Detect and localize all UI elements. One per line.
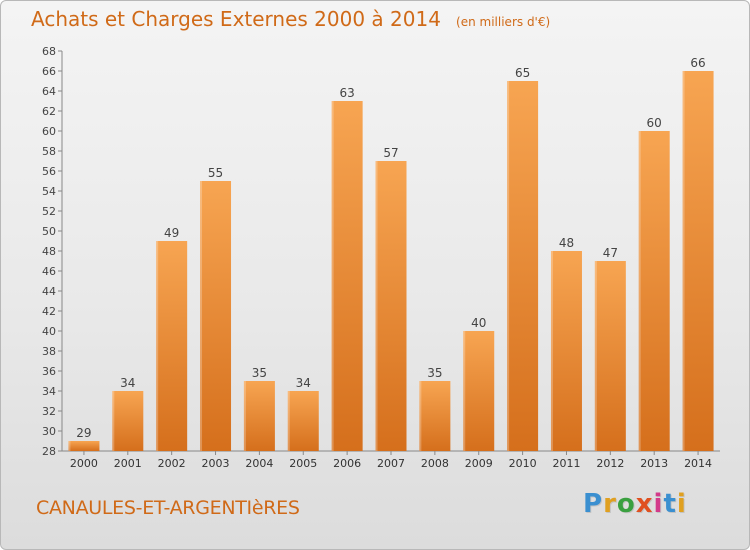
logo-letter: o <box>616 489 636 519</box>
x-tick-label: 2001 <box>114 457 142 470</box>
bar-value-label: 48 <box>559 236 574 250</box>
chart-unit: (en milliers d'€) <box>456 15 551 29</box>
y-tick-label: 32 <box>42 405 56 418</box>
bar <box>550 251 582 451</box>
bar-highlight <box>331 101 334 451</box>
y-tick-label: 40 <box>42 325 56 338</box>
bar-highlight <box>419 381 422 451</box>
bar-value-label: 55 <box>208 166 223 180</box>
bar-value-label: 34 <box>120 376 135 390</box>
bar-highlight <box>68 441 71 451</box>
bar-highlight <box>550 251 553 451</box>
y-tick-label: 68 <box>42 45 56 58</box>
bar-highlight <box>375 161 378 451</box>
x-tick-label: 2013 <box>640 457 668 470</box>
y-tick-label: 54 <box>42 185 56 198</box>
bar <box>68 441 100 451</box>
bar-value-label: 35 <box>427 366 442 380</box>
logo-letter: i <box>676 489 687 519</box>
bar-value-label: 66 <box>690 56 705 70</box>
logo-letter: x <box>635 489 654 519</box>
bar-highlight <box>463 331 466 451</box>
bar-value-label: 47 <box>603 246 618 260</box>
bar-highlight <box>638 131 641 451</box>
y-tick-label: 60 <box>42 125 56 138</box>
y-tick-label: 62 <box>42 105 56 118</box>
bar-highlight <box>112 391 115 451</box>
bar-highlight <box>507 81 510 451</box>
x-tick-label: 2014 <box>684 457 712 470</box>
y-tick-label: 50 <box>42 225 56 238</box>
bar-highlight <box>200 181 203 451</box>
bar-value-label: 63 <box>339 86 354 100</box>
bar-highlight <box>287 391 290 451</box>
x-tick-label: 2004 <box>245 457 273 470</box>
y-tick-label: 48 <box>42 245 56 258</box>
bar-highlight <box>156 241 159 451</box>
bar-highlight <box>594 261 597 451</box>
logo-letter: t <box>663 489 677 519</box>
bar <box>419 381 451 451</box>
y-tick-label: 44 <box>42 285 56 298</box>
x-tick-label: 2002 <box>158 457 186 470</box>
bar-value-label: 60 <box>647 116 662 130</box>
bar-value-label: 40 <box>471 316 486 330</box>
y-tick-label: 46 <box>42 265 56 278</box>
bar <box>287 391 319 451</box>
logo-letter: r <box>603 489 617 519</box>
bar-value-label: 34 <box>296 376 311 390</box>
bar-value-label: 35 <box>252 366 267 380</box>
bar <box>507 81 539 451</box>
y-tick-label: 38 <box>42 345 56 358</box>
chart-axes: 28 30 32 34 36 38 40 42 44 46 48 50 52 54 56 58 60 62 64 66… <box>42 45 720 470</box>
y-tick-label: 52 <box>42 205 56 218</box>
chart-title: Achats et Charges Externes 2000 à 2014 <box>31 7 441 31</box>
bar <box>243 381 275 451</box>
bar <box>463 331 495 451</box>
logo-letter: P <box>583 489 604 519</box>
bar <box>594 261 626 451</box>
x-tick-label: 2006 <box>333 457 361 470</box>
bar-highlight <box>243 381 246 451</box>
bar-value-label: 29 <box>76 426 91 440</box>
bar <box>638 131 670 451</box>
y-tick-label: 66 <box>42 65 56 78</box>
logo-letter: i <box>653 489 664 519</box>
x-tick-label: 2008 <box>421 457 449 470</box>
y-tick-label: 42 <box>42 305 56 318</box>
x-tick-label: 2000 <box>70 457 98 470</box>
bar-highlight <box>682 71 685 451</box>
y-tick-label: 56 <box>42 165 56 178</box>
bar <box>112 391 144 451</box>
bar <box>682 71 714 451</box>
bar-value-label: 65 <box>515 66 530 80</box>
commune-name: CANAULES-ET-ARGENTIèRES <box>36 497 300 519</box>
bar <box>331 101 363 451</box>
bar-value-label: 57 <box>383 146 398 160</box>
x-tick-label: 2003 <box>202 457 230 470</box>
x-tick-label: 2012 <box>596 457 624 470</box>
chart-title-row: Achats et Charges Externes 2000 à 2014 (… <box>31 7 550 31</box>
y-tick-label: 28 <box>42 445 56 458</box>
x-tick-label: 2011 <box>552 457 580 470</box>
proxiti-logo: Proxiti <box>583 489 687 519</box>
chart-bars: 29 34 49 55 35 34 63 57 35 40 65 48 47 60 66 <box>68 56 714 451</box>
y-tick-label: 58 <box>42 145 56 158</box>
y-tick-label: 34 <box>42 385 56 398</box>
y-tick-label: 30 <box>42 425 56 438</box>
bar <box>375 161 407 451</box>
bar-value-label: 49 <box>164 226 179 240</box>
y-tick-label: 64 <box>42 85 56 98</box>
x-tick-label: 2009 <box>465 457 493 470</box>
x-tick-label: 2005 <box>289 457 317 470</box>
y-tick-label: 36 <box>42 365 56 378</box>
bar <box>200 181 232 451</box>
x-tick-label: 2007 <box>377 457 405 470</box>
x-tick-label: 2010 <box>509 457 537 470</box>
bar <box>156 241 188 451</box>
